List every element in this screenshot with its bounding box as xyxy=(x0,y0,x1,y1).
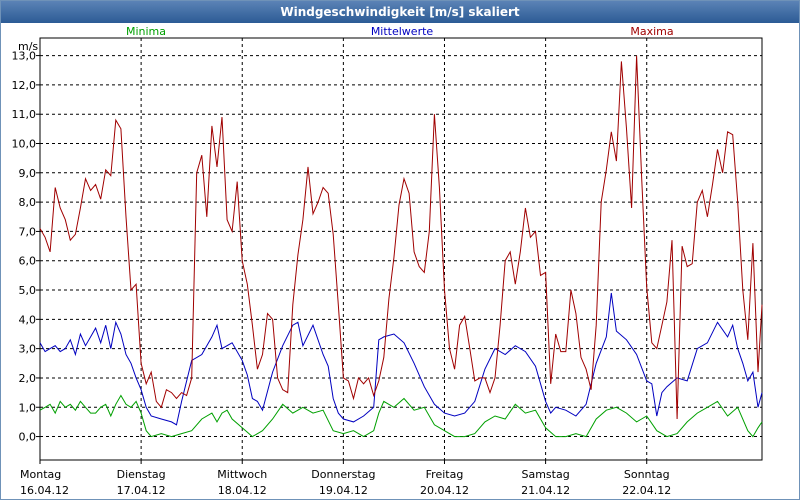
tick-labels: 0,0 1,0 2,0 3,0 4,0 5,0 6,0 7,0 8,0 9,0 10,0 11,0 12… xyxy=(12,40,672,497)
x-tick-date-label: 19.04.12 xyxy=(319,484,368,497)
y-tick-label: 4,0 xyxy=(19,313,37,326)
x-tick-date-label: 21.04.12 xyxy=(521,484,570,497)
y-tick-label: 12,0 xyxy=(12,79,37,92)
x-tick-date-label: 20.04.12 xyxy=(420,484,469,497)
y-tick-label: 3,0 xyxy=(19,343,37,356)
y-tick-label: 6,0 xyxy=(19,255,37,268)
y-tick-label: 13,0 xyxy=(12,50,37,63)
series-line-minima xyxy=(39,394,763,438)
x-tick-day-label: Sonntag xyxy=(624,468,670,481)
x-tick-day-label: Dienstag xyxy=(117,468,166,481)
y-axis-unit-label: m/s xyxy=(18,40,38,53)
y-tick-label: 7,0 xyxy=(19,225,37,238)
x-tick-day-label: Donnerstag xyxy=(311,468,375,481)
axes xyxy=(36,37,763,464)
x-tick-date-label: 16.04.12 xyxy=(20,484,69,497)
x-tick-day-label: Mittwoch xyxy=(217,468,267,481)
series-line-maxima xyxy=(39,55,763,420)
x-tick-day-label: Montag xyxy=(20,468,61,481)
window-title: Windgeschwindigkeit [m/s] skaliert xyxy=(1,1,799,23)
legend-entry-mittelwerte: Mittelwerte xyxy=(371,25,434,38)
y-tick-label: 0,0 xyxy=(19,431,37,444)
plot-frame xyxy=(39,37,763,461)
legend: Minima Mittelwerte Maxima xyxy=(126,25,674,38)
y-tick-label: 2,0 xyxy=(19,372,37,385)
y-tick-label: 1,0 xyxy=(19,401,37,414)
legend-entry-maxima: Maxima xyxy=(630,25,673,38)
y-tick-label: 10,0 xyxy=(12,138,37,151)
y-tick-label: 9,0 xyxy=(19,167,37,180)
x-tick-day-label: Samstag xyxy=(521,468,569,481)
x-tick-day-label: Freitag xyxy=(426,468,464,481)
y-tick-label: 8,0 xyxy=(19,196,37,209)
y-tick-label: 11,0 xyxy=(12,108,37,121)
series-lines xyxy=(39,55,763,438)
x-tick-date-label: 22.04.12 xyxy=(622,484,671,497)
x-tick-date-label: 18.04.12 xyxy=(218,484,267,497)
x-tick-date-label: 17.04.12 xyxy=(117,484,166,497)
y-tick-label: 5,0 xyxy=(19,284,37,297)
series-line-mittelwerte xyxy=(39,292,763,426)
legend-entry-minima: Minima xyxy=(126,25,166,38)
